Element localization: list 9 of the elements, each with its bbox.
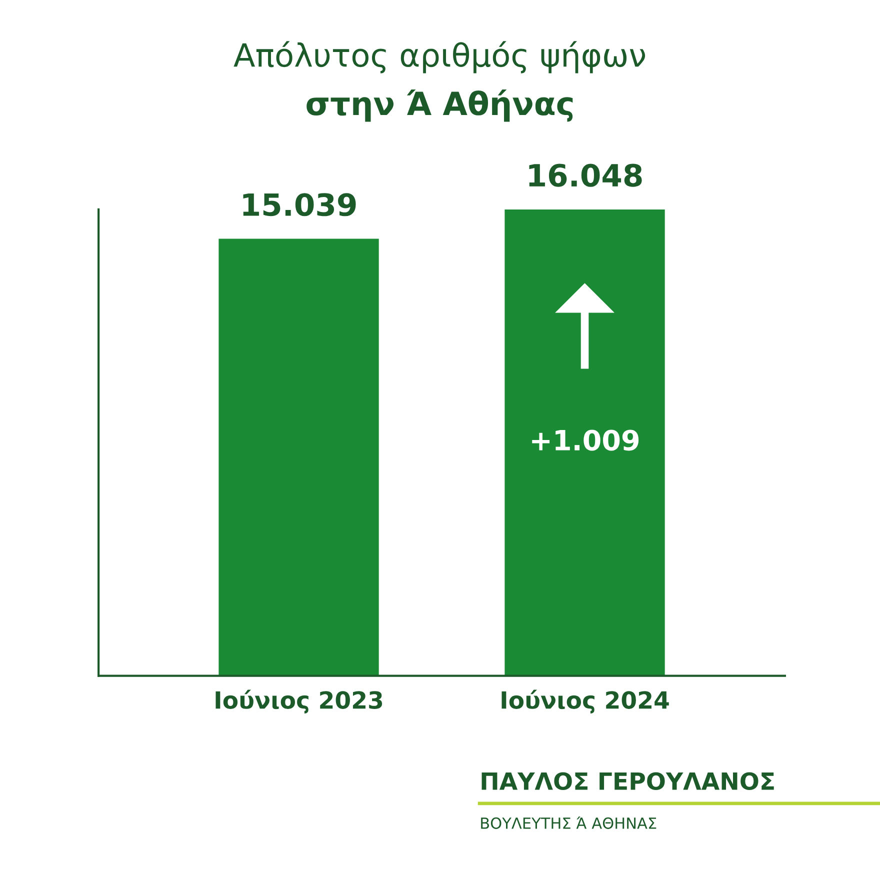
data-label: 16.048 xyxy=(529,164,642,187)
text: ΒΟΥΛΕΥΤΗΣ Ά ΑΘΗΝΑΣ xyxy=(481,816,656,829)
x-tick-label: Ιούνιος 2023 xyxy=(216,690,382,714)
annotation: +1.009 xyxy=(532,430,639,451)
x-tick-label: Ιούνιος 2024 xyxy=(502,690,669,714)
chart-title: Απόλυτος αριθμός ψήφων xyxy=(234,41,646,74)
text: ΠΑΥΛΟΣ ΓΕΡΟΥΛΑΝΟΣ xyxy=(482,772,774,790)
chart-subtitle: στην Ά Αθήνας xyxy=(306,90,573,122)
data-label: 15.039 xyxy=(243,193,356,216)
